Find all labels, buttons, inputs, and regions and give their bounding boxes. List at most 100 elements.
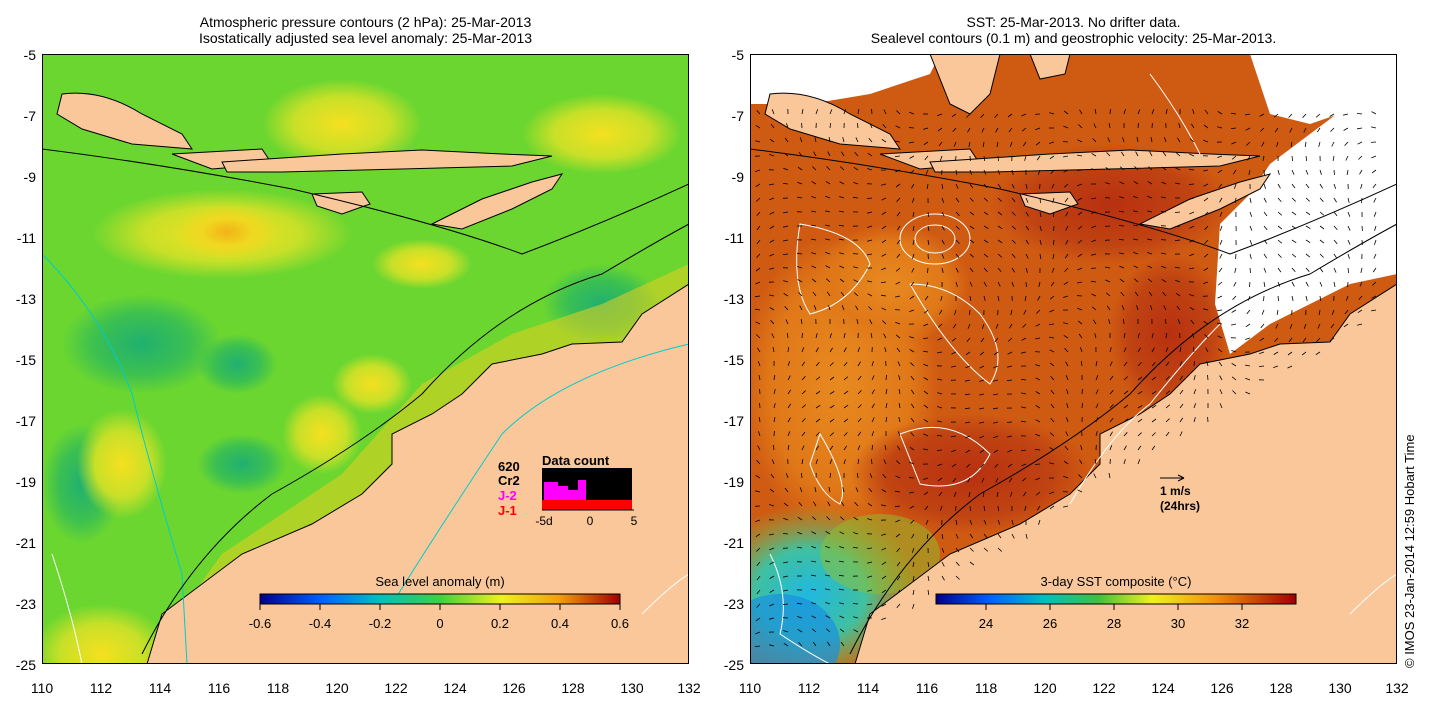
velocity-arrow <box>801 332 803 339</box>
velocity-arrow <box>1277 197 1282 203</box>
velocity-arrow <box>1234 183 1237 189</box>
velocity-arrow <box>787 417 791 423</box>
velocity-arrow <box>1091 239 1097 243</box>
velocity-arrow <box>909 155 915 159</box>
velocity-arrow <box>1231 323 1237 326</box>
velocity-arrow <box>951 463 957 468</box>
velocity-arrow <box>1133 278 1139 283</box>
velocity-arrow <box>1080 445 1083 451</box>
velocity-arrow <box>1189 239 1195 243</box>
velocity-arrow <box>857 361 861 367</box>
velocity-arrow <box>756 110 761 115</box>
velocity-arrow <box>937 127 943 132</box>
left-x-tick: 132 <box>677 680 701 696</box>
velocity-arrow <box>909 309 915 312</box>
sst-colorbar-label: 26 <box>1043 616 1057 631</box>
velocity-arrow <box>894 505 901 508</box>
velocity-arrow <box>912 603 915 609</box>
velocity-arrow <box>881 561 887 566</box>
velocity-arrow <box>811 181 817 185</box>
velocity-arrow <box>825 224 831 227</box>
left-y-tick: -9 <box>23 169 36 185</box>
velocity-arrow <box>997 211 1003 216</box>
sst-map: 1 m/s (24hrs) 3-day SST composite (°C) 2… <box>750 54 1397 664</box>
velocity-arrow <box>801 418 806 423</box>
velocity-arrow <box>1137 459 1141 465</box>
velocity-arrow <box>857 431 862 437</box>
velocity-arrow <box>1277 281 1281 287</box>
left-y-tick: -15 <box>15 352 36 368</box>
velocity-arrow <box>825 531 831 535</box>
velocity-arrow <box>825 560 831 563</box>
velocity-arrow <box>1036 309 1041 314</box>
velocity-arrow <box>815 362 820 367</box>
velocity-arrow <box>1119 196 1125 199</box>
velocity-arrow <box>927 561 930 567</box>
velocity-arrow <box>1025 533 1028 539</box>
velocity-arrow <box>1119 252 1125 255</box>
velocity-arrow <box>1175 225 1181 228</box>
left-x-tick: 118 <box>266 680 290 696</box>
velocity-arrow <box>782 183 789 185</box>
velocity-arrow <box>1036 505 1041 511</box>
velocity-arrow <box>969 225 975 230</box>
velocity-arrow <box>1372 183 1377 189</box>
velocity-arrow <box>951 337 957 342</box>
velocity-arrow <box>787 346 789 353</box>
velocity-arrow <box>1305 155 1308 162</box>
velocity-arrow <box>1329 337 1335 342</box>
velocity-arrow <box>1063 505 1069 508</box>
velocity-arrow <box>769 211 775 215</box>
velocity-arrow <box>1258 365 1265 367</box>
sla-colorbar-label: -0.6 <box>249 616 271 631</box>
velocity-arrow <box>1359 169 1363 175</box>
velocity-arrow <box>1035 491 1041 496</box>
velocity-arrow <box>1357 323 1363 326</box>
velocity-arrow <box>936 449 943 451</box>
velocity-arrow <box>923 350 929 353</box>
velocity-arrow <box>1123 333 1126 339</box>
sla-colorbar: Sea level anomaly (m) -0.6 -0.4 -0.2 0 0… <box>249 574 629 631</box>
velocity-arrow <box>1133 238 1139 241</box>
data-count-title: Data count <box>542 453 610 468</box>
velocity-key-label: (24hrs) <box>1160 499 1200 513</box>
right-x-tick: 124 <box>1151 680 1175 696</box>
velocity-arrow <box>769 617 775 620</box>
velocity-arrow <box>1052 197 1055 203</box>
sla-colorbar-label: 0.6 <box>611 616 629 631</box>
velocity-arrow <box>1147 195 1153 199</box>
velocity-arrow <box>1039 253 1042 259</box>
velocity-arrow <box>1316 127 1321 133</box>
velocity-arrow <box>880 281 887 283</box>
velocity-arrow <box>783 630 789 633</box>
velocity-arrow <box>955 267 959 273</box>
velocity-arrow <box>1189 225 1195 229</box>
velocity-arrow <box>828 487 831 493</box>
velocity-arrow <box>923 141 929 146</box>
velocity-arrow <box>827 501 831 507</box>
velocity-arrow <box>898 375 901 381</box>
velocity-arrow <box>854 292 859 297</box>
velocity-arrow <box>815 347 819 353</box>
velocity-arrow <box>939 505 943 511</box>
velocity-arrow <box>896 575 901 581</box>
velocity-arrow <box>839 196 845 199</box>
velocity-arrow <box>1177 319 1181 325</box>
velocity-arrow <box>1203 124 1209 129</box>
velocity-arrow <box>909 336 915 339</box>
indonesia-north-land <box>929 54 1001 115</box>
velocity-arrow <box>799 305 803 311</box>
velocity-arrow <box>997 183 1002 189</box>
left-x-tick: 126 <box>502 680 526 696</box>
velocity-arrow <box>815 109 819 115</box>
velocity-arrow <box>773 444 775 451</box>
velocity-arrow <box>983 295 986 301</box>
velocity-arrow <box>829 362 834 367</box>
velocity-arrow <box>965 421 971 424</box>
velocity-arrow <box>1025 183 1028 189</box>
velocity-arrow <box>997 519 1001 525</box>
velocity-arrow <box>1050 376 1055 381</box>
velocity-arrow <box>1305 169 1309 175</box>
velocity-arrow <box>1189 306 1195 311</box>
velocity-arrow <box>925 519 929 525</box>
